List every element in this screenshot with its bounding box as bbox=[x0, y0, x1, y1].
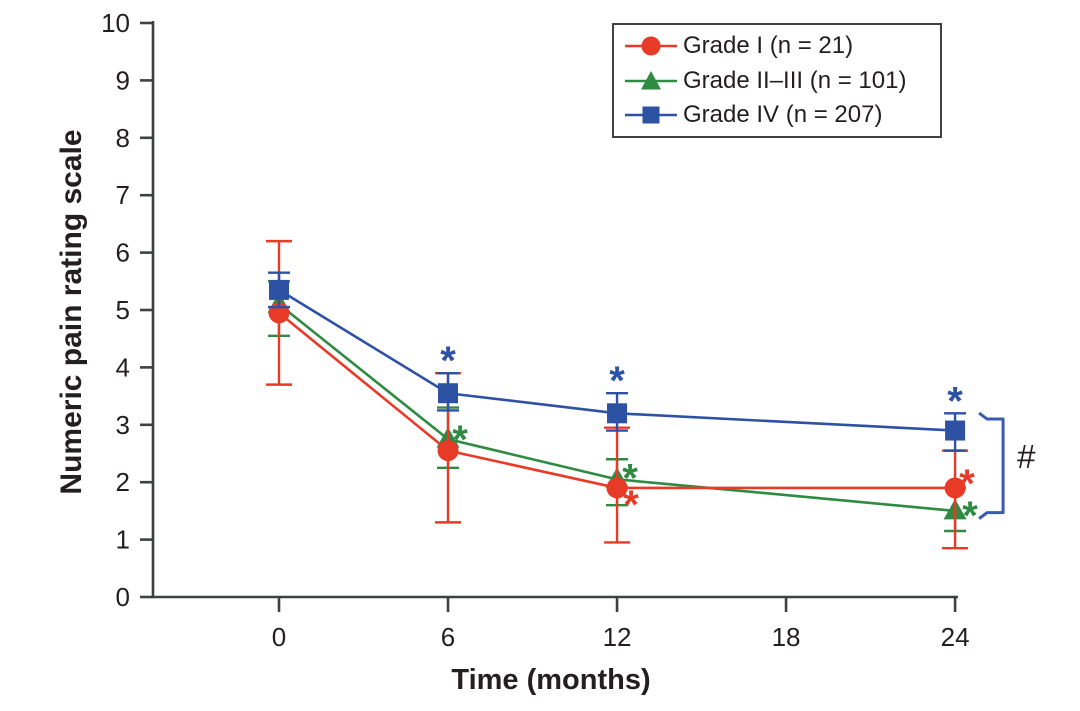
data-point-square bbox=[607, 403, 628, 424]
series-line bbox=[278, 303, 956, 513]
significance-star: * bbox=[962, 494, 978, 538]
x-tick-label: 24 bbox=[941, 622, 970, 652]
x-tick-label: 6 bbox=[441, 622, 455, 652]
x-tick-label: 0 bbox=[272, 622, 286, 652]
data-point-circle bbox=[606, 477, 628, 499]
axes bbox=[140, 21, 958, 612]
y-tick-label: 1 bbox=[116, 525, 130, 555]
legend-marker-triangle-icon bbox=[625, 70, 677, 89]
y-tick-label: 9 bbox=[116, 65, 130, 95]
y-tick-label: 5 bbox=[116, 295, 130, 325]
data-point-square bbox=[945, 420, 966, 441]
y-tick-label: 0 bbox=[116, 582, 130, 612]
x-axis-title: Time (months) bbox=[451, 664, 651, 696]
y-tick-label: 6 bbox=[116, 238, 130, 268]
y-axis-title: Numeric pain rating scale bbox=[55, 129, 88, 495]
data-point-circle bbox=[944, 477, 966, 499]
data-point-circle bbox=[437, 440, 459, 462]
significance-stars: * ***** * * bbox=[440, 339, 978, 538]
y-tick-label: 8 bbox=[116, 123, 130, 153]
bracket-label: # bbox=[1017, 438, 1036, 475]
legend-label-grade-ii-iii: Grade II–III (n = 101) bbox=[683, 66, 907, 94]
y-tick-label: 2 bbox=[116, 467, 130, 497]
significance-star: * bbox=[622, 456, 638, 500]
y-tick-label: 4 bbox=[116, 352, 130, 382]
y-tick-label: 3 bbox=[116, 410, 130, 440]
legend: Grade I (n = 21) Grade II–III (n = 101) … bbox=[612, 23, 942, 138]
significance-star: * bbox=[440, 339, 456, 383]
legend-marker-square-icon bbox=[625, 106, 677, 124]
data-point-square bbox=[269, 279, 289, 300]
series-grade-iv bbox=[268, 271, 967, 452]
legend-label-grade-iv: Grade IV (n = 207) bbox=[683, 101, 883, 129]
y-tick-label: 7 bbox=[116, 180, 130, 210]
legend-item-grade-i: Grade I (n = 21) bbox=[623, 30, 936, 62]
legend-label-grade-i: Grade I (n = 21) bbox=[683, 31, 854, 59]
comparison-bracket bbox=[978, 411, 1005, 520]
significance-star: * bbox=[947, 379, 963, 423]
x-tick-label: 12 bbox=[603, 622, 632, 652]
x-tick-label: 18 bbox=[772, 622, 801, 652]
significance-star: * bbox=[959, 462, 975, 506]
series-line bbox=[278, 311, 956, 490]
legend-item-grade-ii-iii: Grade II–III (n = 101) bbox=[623, 65, 936, 97]
y-tick-label: 10 bbox=[101, 8, 130, 38]
series-line bbox=[278, 288, 956, 432]
legend-marker-circle-icon bbox=[625, 36, 677, 56]
significance-star: * bbox=[623, 483, 639, 527]
significance-star: * bbox=[452, 418, 468, 462]
data-point-square bbox=[438, 383, 459, 404]
legend-item-grade-iv: Grade IV (n = 207) bbox=[623, 99, 936, 131]
significance-star: * bbox=[609, 359, 625, 403]
